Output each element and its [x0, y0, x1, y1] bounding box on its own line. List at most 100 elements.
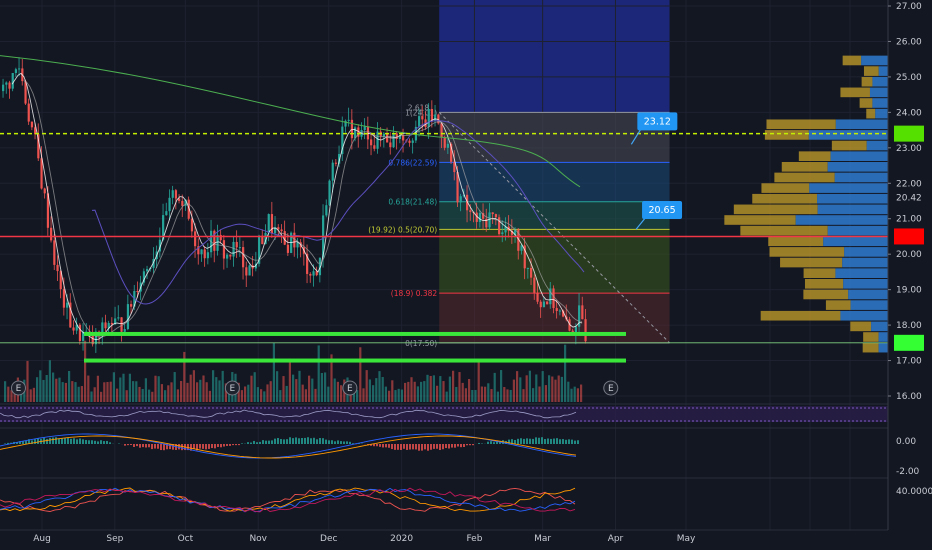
- macd-histogram-bar: [289, 437, 291, 444]
- candle-body: [53, 240, 56, 265]
- volume-bar: [455, 386, 458, 402]
- macd-histogram-bar: [127, 444, 129, 446]
- candle-body: [446, 143, 450, 148]
- volume-bar: [560, 376, 563, 402]
- candle-body: [40, 158, 43, 189]
- candle-body: [222, 240, 226, 259]
- volume-bar: [567, 381, 570, 402]
- candle-body: [536, 292, 539, 302]
- candle-body: [219, 234, 222, 241]
- price-badge: [894, 125, 924, 142]
- macd-histogram-bar: [286, 439, 288, 444]
- candle-body: [453, 161, 456, 173]
- candle-body: [264, 232, 267, 245]
- candle-body: [274, 227, 277, 234]
- macd-histogram-bar: [283, 439, 285, 444]
- macd-histogram-bar: [31, 440, 33, 444]
- macd-histogram-bar: [274, 438, 276, 444]
- candle-body: [203, 249, 206, 259]
- volume-bar: [116, 388, 119, 402]
- candle-body: [142, 271, 146, 283]
- volume-bar: [336, 381, 339, 402]
- macd-histogram-bar: [148, 444, 150, 448]
- volume-bar: [480, 386, 483, 402]
- volume-bar: [298, 370, 301, 402]
- volume-bar: [244, 386, 247, 402]
- candle-body: [114, 318, 117, 325]
- volume-bar: [64, 382, 67, 402]
- macd-histogram-bar: [385, 444, 387, 448]
- candle-body: [555, 308, 558, 311]
- volume-bar: [352, 391, 355, 402]
- volume-bar: [119, 377, 122, 402]
- macd-histogram-bar: [538, 437, 540, 444]
- time-axis-label: Aug: [33, 534, 51, 544]
- candle-body: [427, 109, 430, 128]
- macd-histogram-bar: [298, 438, 300, 444]
- macd-histogram-bar: [370, 444, 372, 446]
- candle-body: [504, 226, 507, 233]
- macd-histogram-bar: [346, 441, 348, 444]
- volume-bar: [109, 381, 112, 402]
- macd-histogram-bar: [70, 438, 72, 444]
- candle-body: [376, 131, 379, 149]
- candle-body: [66, 302, 69, 308]
- macd-histogram-bar: [313, 437, 315, 444]
- volume-bar: [285, 385, 288, 402]
- volume-profile-sell: [768, 236, 824, 247]
- candle-body: [168, 197, 171, 212]
- volume-bar: [416, 386, 419, 402]
- macd-histogram-bar: [541, 437, 543, 444]
- volume-bar: [365, 370, 368, 402]
- candle-body: [296, 242, 299, 248]
- volume-bar: [144, 378, 147, 402]
- candle-body: [491, 212, 494, 215]
- macd-histogram-bar: [271, 440, 273, 444]
- volume-profile-sell: [840, 87, 870, 98]
- volume-bar: [176, 389, 179, 402]
- macd-histogram-bar: [574, 440, 576, 444]
- macd-histogram-bar: [547, 438, 549, 444]
- candle-body: [101, 322, 104, 335]
- candle-body: [434, 114, 437, 121]
- candle-body: [578, 305, 581, 327]
- volume-bar: [541, 371, 544, 402]
- candle-body: [373, 145, 376, 149]
- volume-bar: [554, 379, 557, 402]
- volume-bar: [295, 379, 298, 402]
- macd-histogram-bar: [304, 437, 306, 444]
- fib-trend-line: [438, 112, 670, 344]
- macd-histogram-bar: [268, 440, 270, 444]
- volume-bar: [215, 377, 218, 402]
- volume-bar: [407, 381, 410, 402]
- volume-bar: [493, 372, 496, 402]
- candle-body: [94, 331, 98, 345]
- macd-histogram-bar: [460, 444, 462, 448]
- volume-bar: [112, 372, 115, 402]
- macd-histogram-bar: [469, 444, 471, 446]
- macd-histogram-bar: [211, 444, 213, 449]
- oscillator-line: [0, 487, 576, 513]
- candle-body: [226, 254, 229, 259]
- macd-histogram-bar: [34, 439, 36, 444]
- macd-histogram-bar: [472, 444, 474, 446]
- fib-level-label: (19.92) 0.5(20.70): [368, 225, 437, 234]
- macd-histogram-bar: [109, 442, 111, 444]
- macd-histogram-bar: [319, 437, 321, 444]
- candle-body: [56, 264, 59, 272]
- candle-body: [488, 212, 491, 228]
- macd-histogram-bar: [451, 444, 453, 448]
- volume-profile-sell: [861, 76, 873, 87]
- volume-bar: [240, 390, 243, 402]
- volume-bar: [461, 382, 464, 402]
- macd-histogram-bar: [382, 444, 384, 448]
- volume-bar: [80, 386, 83, 402]
- ma-short-line: [11, 72, 583, 341]
- time-axis-label: Mar: [534, 534, 551, 544]
- candle-body: [258, 235, 261, 264]
- candle-body: [146, 269, 149, 272]
- macd-histogram-bar: [256, 442, 258, 444]
- earnings-marker-label: E: [230, 384, 236, 394]
- volume-bar: [512, 379, 515, 402]
